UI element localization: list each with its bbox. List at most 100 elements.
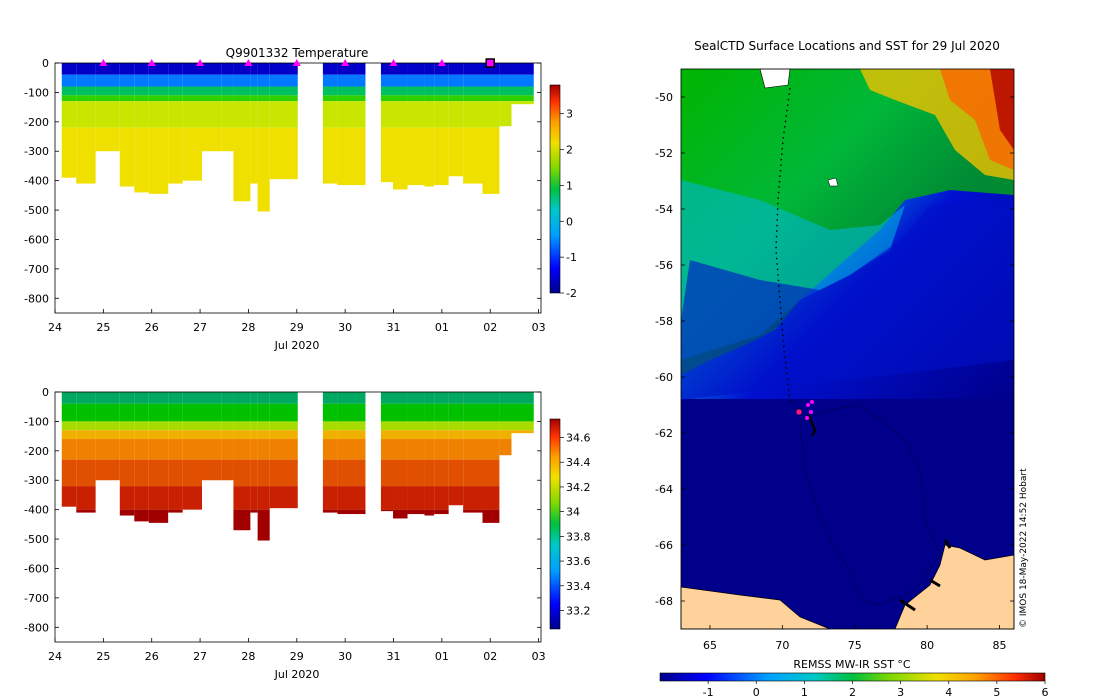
salinity-x-tick-label: 03 xyxy=(532,650,546,663)
temperature-y-tick-label: 0 xyxy=(42,57,49,70)
temperature-profile-segment xyxy=(168,95,183,102)
temperature-profile-segment xyxy=(134,101,149,128)
temperature-profile-segment xyxy=(148,101,169,128)
temperature-colorbar-tick-label: -1 xyxy=(566,251,577,264)
salinity-profile-segment xyxy=(380,509,394,512)
salinity-xlabel: Jul 2020 xyxy=(274,668,320,681)
salinity-profile-segment xyxy=(257,459,270,487)
temperature-profile-segment xyxy=(233,95,251,102)
temperature-profile-segment xyxy=(463,86,483,96)
salinity-profile-segment xyxy=(134,421,149,431)
temperature-profile-segment xyxy=(407,127,425,186)
temperature-profile-segment xyxy=(407,63,425,75)
temperature-profile-segment xyxy=(148,127,169,194)
salinity-profile-segment xyxy=(322,486,338,510)
temperature-profile-segment xyxy=(168,74,183,87)
map-x-tick-label: 85 xyxy=(993,639,1007,652)
salinity-profile-segment xyxy=(269,392,298,404)
temperature-profile-segment xyxy=(482,95,500,102)
salinity-profile-segment xyxy=(250,430,258,440)
salinity-profile-segment xyxy=(407,486,425,510)
salinity-profile-segment xyxy=(76,421,96,431)
temperature-profile-segment xyxy=(233,86,251,96)
temperature-profile-segment xyxy=(424,127,435,187)
salinity-profile-segment xyxy=(221,403,234,422)
temperature-x-tick-label: 01 xyxy=(435,321,449,334)
salinity-profile-segment xyxy=(337,459,366,487)
temperature-profile-segment xyxy=(233,74,251,87)
salinity-profile-segment xyxy=(76,439,96,460)
salinity-profile-segment xyxy=(448,430,464,440)
salinity-x-tick-label: 01 xyxy=(435,650,449,663)
temperature-xlabel: Jul 2020 xyxy=(274,339,320,352)
temperature-profile-segment xyxy=(393,127,408,190)
salinity-profile-segment xyxy=(322,421,338,431)
temperature-profile-segment xyxy=(448,63,464,75)
temperature-profile-segment xyxy=(337,86,366,96)
map-colorbar-tick-label: 2 xyxy=(849,686,856,699)
salinity-profile-segment xyxy=(463,392,483,404)
salinity-profile-segment xyxy=(393,430,408,440)
salinity-y-tick-label: 0 xyxy=(42,386,49,399)
salinity-colorbar-tick-label: 33.6 xyxy=(566,555,591,568)
salinity-profile-segment xyxy=(463,421,483,431)
salinity-y-tick-label: -800 xyxy=(24,621,49,634)
temperature-profile-segment xyxy=(168,63,183,75)
temperature-profile-segment xyxy=(448,101,464,128)
salinity-profile-segment xyxy=(434,509,449,515)
temperature-profile-segment xyxy=(61,101,77,128)
salinity-profile-segment xyxy=(511,421,534,431)
temperature-profile-segment xyxy=(322,127,338,184)
salinity-profile-segment xyxy=(134,486,149,510)
salinity-profile-segment xyxy=(119,509,135,516)
salinity-profile-segment xyxy=(499,403,512,422)
temperature-profile-segment xyxy=(269,101,298,128)
temperature-profile-segment xyxy=(221,74,234,87)
temperature-x-tick-label: 24 xyxy=(48,321,62,334)
temperature-profile-segment xyxy=(76,86,96,96)
salinity-profile-segment xyxy=(463,459,483,487)
temperature-profile-segment xyxy=(448,74,464,87)
salinity-profile-segment xyxy=(511,392,534,404)
temperature-profiles xyxy=(61,63,534,212)
temperature-profile-segment xyxy=(322,74,338,87)
salinity-profile-segment xyxy=(148,486,169,510)
temperature-profile-segment xyxy=(463,74,483,87)
salinity-profile-segment xyxy=(168,403,183,422)
temperature-profile-segment xyxy=(182,74,203,87)
salinity-profile-segment xyxy=(337,392,366,404)
salinity-profile-segment xyxy=(407,509,425,515)
salinity-profile-segment xyxy=(95,421,120,431)
temperature-profile-segment xyxy=(511,63,534,75)
salinity-colorbar-tick-label: 34 xyxy=(566,506,580,519)
temperature-profile-segment xyxy=(448,127,464,177)
salinity-profile-segment xyxy=(322,430,338,440)
temperature-profile-segment xyxy=(269,95,298,102)
temperature-profile-segment xyxy=(448,95,464,102)
temperature-profile-segment xyxy=(463,127,483,184)
salinity-profile-segment xyxy=(233,421,251,431)
salinity-profile-segment xyxy=(434,439,449,460)
temperature-profile-segment xyxy=(76,127,96,184)
map-axes-box xyxy=(680,68,1015,630)
temperature-profile-segment xyxy=(95,127,120,152)
current-profile-marker xyxy=(485,58,495,68)
salinity-x-tick-label: 25 xyxy=(96,650,110,663)
salinity-profile-segment xyxy=(168,509,183,513)
map-x-tick-label: 75 xyxy=(848,639,862,652)
temperature-profile-segment xyxy=(202,101,222,128)
salinity-profile-segment xyxy=(257,403,270,422)
salinity-profile-segment xyxy=(463,430,483,440)
salinity-profile-segment xyxy=(482,403,500,422)
salinity-profile-segment xyxy=(119,486,135,510)
salinity-profile-segment xyxy=(148,421,169,431)
salinity-profile-segment xyxy=(182,439,203,460)
temperature-profile-segment xyxy=(168,127,183,184)
salinity-y-tick-label: -400 xyxy=(24,504,49,517)
temperature-x-tick-label: 28 xyxy=(241,321,255,334)
salinity-profile-segment xyxy=(257,439,270,460)
temperature-profile-segment xyxy=(434,127,449,186)
salinity-profile-segment xyxy=(182,486,203,510)
profile-marker xyxy=(99,59,108,66)
salinity-profile-segment xyxy=(434,392,449,404)
